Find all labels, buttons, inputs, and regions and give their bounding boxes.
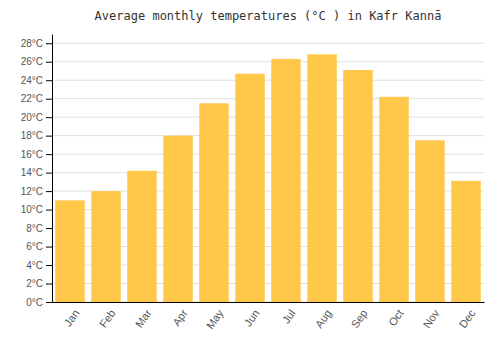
x-tick-label: May (204, 307, 226, 331)
grid-line (52, 61, 484, 62)
y-tick-label: 14°C (21, 167, 43, 178)
bar (235, 74, 265, 302)
y-tick-label: 20°C (21, 112, 43, 123)
bar (163, 136, 193, 302)
x-tick: Apr (170, 307, 190, 328)
y-tick: 14°C (21, 167, 52, 178)
y-tick-mark (46, 173, 52, 174)
y-tick-label: 6°C (26, 241, 43, 252)
y-tick: 0°C (26, 297, 52, 308)
y-tick-mark (46, 136, 52, 137)
x-tick: May (204, 307, 226, 331)
bar (307, 54, 337, 302)
y-tick-label: 8°C (26, 223, 43, 234)
x-tick-label: Apr (170, 307, 190, 328)
plot-area: Jan Feb Mar Apr May Jun Jul Aug Sep Oct Nov Dec 0°C 2… (21, 35, 485, 332)
y-tick-label: 16°C (21, 149, 43, 160)
grid-line (52, 43, 484, 44)
y-tick-mark (46, 80, 52, 81)
grid-line (52, 98, 484, 99)
y-tick: 2°C (26, 278, 52, 289)
y-tick-label: 0°C (26, 297, 43, 308)
y-tick: 12°C (21, 186, 52, 197)
y-tick-label: 2°C (26, 278, 43, 289)
x-axis: Jan Feb Mar Apr May Jun Jul Aug Sep Oct Nov Dec (53, 303, 485, 332)
x-tick: Oct (386, 307, 406, 328)
y-tick-mark (46, 210, 52, 211)
grid-line (52, 135, 484, 136)
y-tick-label: 4°C (26, 260, 43, 271)
y-tick-label: 22°C (21, 93, 43, 104)
chart-svg: Jan Feb Mar Apr May Jun Jul Aug Sep Oct Nov Dec 0°C 2… (0, 0, 500, 350)
y-tick-label: 26°C (21, 56, 43, 67)
grid-line (52, 80, 484, 81)
x-axis-line (53, 302, 485, 303)
x-tick: Jun (242, 307, 262, 328)
y-tick-label: 18°C (21, 130, 43, 141)
y-tick-mark (46, 62, 52, 63)
y-tick-mark (46, 265, 52, 266)
x-tick: Aug (313, 307, 334, 330)
bar (91, 191, 121, 302)
grid (52, 43, 484, 302)
y-tick-mark (46, 302, 52, 303)
x-tick: Nov (421, 307, 442, 330)
x-tick: Feb (97, 307, 118, 329)
y-tick-mark (46, 154, 52, 155)
y-tick: 6°C (26, 241, 52, 252)
bar (199, 103, 229, 302)
y-tick: 26°C (21, 56, 52, 67)
y-tick-mark (46, 99, 52, 100)
bars (55, 54, 481, 302)
y-axis: 0°C 2°C 4°C 6°C 8°C 10°C 12°C 14°C 16°C 18°C 20°C 2… (21, 35, 53, 308)
bar (451, 181, 481, 302)
y-tick-mark (46, 191, 52, 192)
x-tick-label: Feb (97, 307, 118, 329)
y-tick-label: 12°C (21, 186, 43, 197)
x-tick-label: Nov (421, 307, 442, 330)
y-tick-mark (46, 228, 52, 229)
x-tick-label: Sep (349, 307, 370, 330)
bar (415, 140, 445, 302)
y-tick-label: 10°C (21, 204, 43, 215)
x-tick: Jan (62, 307, 82, 328)
y-tick-mark (46, 43, 52, 44)
x-tick-label: Aug (313, 307, 334, 330)
y-tick-mark (46, 247, 52, 248)
chart-container: Jan Feb Mar Apr May Jun Jul Aug Sep Oct Nov Dec 0°C 2… (0, 0, 500, 350)
x-tick-label: Jul (280, 307, 298, 325)
x-tick: Dec (457, 307, 478, 330)
y-tick: 18°C (21, 130, 52, 141)
x-tick-label: Jan (62, 307, 82, 328)
y-axis-line (52, 35, 53, 303)
y-tick: 28°C (21, 38, 52, 49)
y-tick: 24°C (21, 75, 52, 86)
y-tick: 8°C (26, 223, 52, 234)
y-tick: 16°C (21, 149, 52, 160)
y-tick: 20°C (21, 112, 52, 123)
bar (379, 97, 409, 302)
title: Average monthly temperatures (°C ) in Ka… (95, 9, 442, 23)
grid-line (52, 117, 484, 118)
x-tick-label: Mar (133, 307, 154, 330)
x-tick-label: Jun (242, 307, 262, 328)
y-tick: 22°C (21, 93, 52, 104)
y-tick: 10°C (21, 204, 52, 215)
bar (343, 70, 373, 302)
y-tick-label: 24°C (21, 75, 43, 86)
y-tick-mark (46, 117, 52, 118)
bar (271, 59, 301, 302)
x-tick: Sep (349, 307, 370, 330)
x-tick: Jul (280, 307, 298, 325)
y-tick: 4°C (26, 260, 52, 271)
bar (55, 200, 85, 302)
x-tick-label: Dec (457, 307, 478, 330)
x-tick-label: Oct (386, 307, 406, 328)
bar (127, 171, 157, 302)
y-tick-mark (46, 284, 52, 285)
y-tick-label: 28°C (21, 38, 43, 49)
x-tick: Mar (133, 307, 154, 330)
